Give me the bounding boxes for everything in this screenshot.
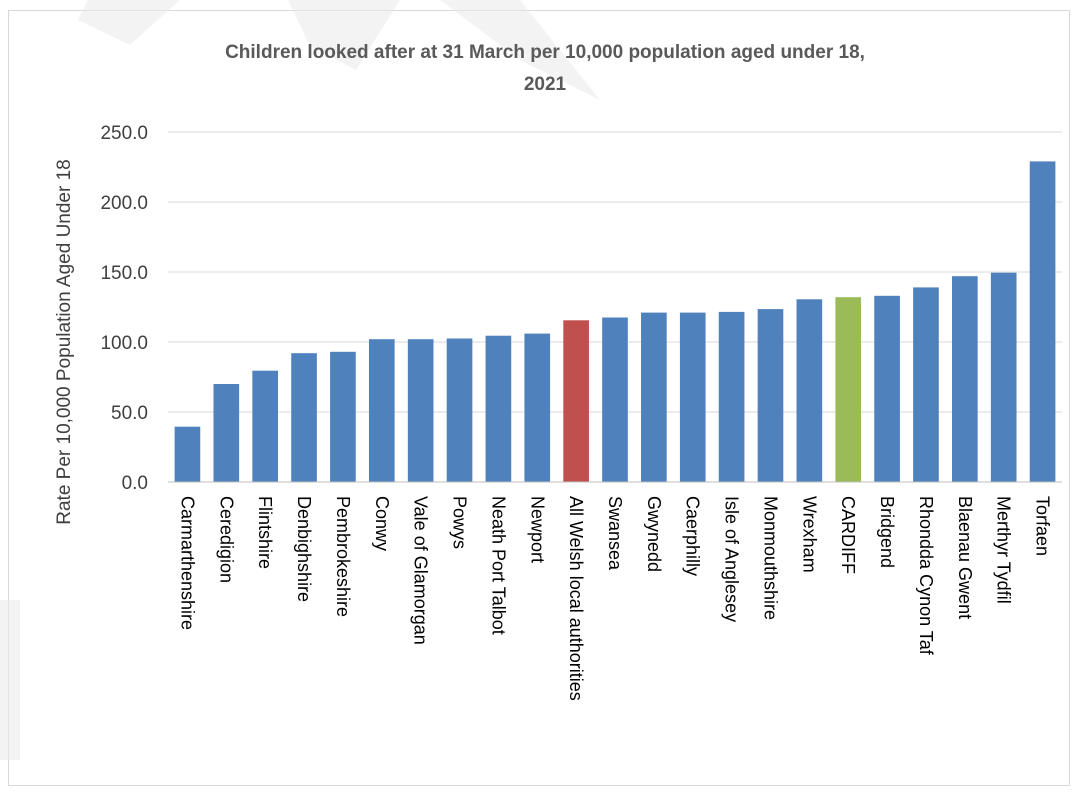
bar-bridgend (874, 295, 900, 482)
x-tick-label: CARDIFF (838, 496, 858, 574)
x-tick-label: Neath Port Talbot (488, 496, 508, 635)
x-tick-label: Vale of Glamorgan (411, 496, 431, 645)
y-tick-label: 100.0 (100, 333, 148, 354)
x-tick-label: All Welsh local authorities (566, 496, 586, 701)
x-tick-label: Bridgend (877, 496, 897, 568)
bar-gwynedd (641, 312, 667, 482)
x-axis-ticks: Carmarthenshire Ceredigion Flintshire Denbi… (177, 496, 1052, 701)
x-tick-label: Pembrokeshire (333, 496, 353, 617)
bar-carmarthenshire (174, 426, 201, 482)
chart-title-line-1: Children looked after at 31 March per 10… (225, 42, 865, 63)
bar-denbighshire (291, 353, 317, 482)
x-tick-label: Gwynedd (644, 496, 664, 572)
bars (174, 161, 1056, 482)
bar-swansea (602, 317, 628, 482)
y-axis-label: Rate Per 10,000 Population Aged Under 18 (54, 159, 75, 525)
bar-cardiff (835, 297, 862, 482)
y-tick-label: 50.0 (111, 403, 148, 424)
bar-pembrokeshire (330, 351, 356, 482)
x-tick-label: Torfaen (1033, 496, 1053, 556)
bar-blaenau-gwent (951, 276, 978, 482)
chart-title-line-2: 2021 (524, 74, 567, 95)
y-tick-label: 0.0 (122, 473, 148, 494)
x-tick-label: Carmarthenshire (177, 496, 197, 630)
bar-rhondda-cynon-taf (913, 287, 939, 482)
x-tick-label: Flintshire (255, 496, 275, 569)
bar-torfaen (1029, 161, 1056, 482)
bar-all-welsh-local-authorities (563, 320, 589, 482)
bar-isle-of-anglesey (718, 311, 745, 482)
y-tick-label: 250.0 (100, 123, 148, 144)
y-axis-ticks: 0.0 50.0 100.0 150.0 200.0 250.0 (100, 123, 148, 494)
bar-merthyr-tydfil (990, 272, 1017, 482)
x-tick-label: Rhondda Cynon Taf (916, 496, 936, 656)
y-tick-label: 200.0 (100, 193, 148, 214)
bar-caerphilly (679, 312, 706, 482)
chart-title: Children looked after at 31 March per 10… (225, 42, 865, 95)
bar-vale-of-glamorgan (407, 339, 434, 482)
y-tick-label: 150.0 (100, 263, 148, 284)
x-tick-label: Ceredigion (216, 496, 236, 583)
x-tick-label: Monmouthshire (760, 496, 780, 620)
bar-conwy (368, 339, 395, 482)
bar-neath-port-talbot (485, 335, 512, 482)
watermark (0, 0, 600, 760)
x-tick-label: Caerphilly (683, 496, 703, 576)
x-tick-label: Denbighshire (294, 496, 314, 602)
x-tick-label: Blaenau Gwent (955, 496, 975, 619)
x-tick-label: Swansea (605, 496, 625, 571)
x-tick-label: Isle of Anglesey (722, 496, 742, 622)
x-tick-label: Conwy (372, 496, 392, 551)
bar-wrexham (796, 299, 823, 482)
bar-newport (524, 333, 551, 482)
x-tick-label: Newport (527, 496, 547, 563)
bar-ceredigion (213, 384, 240, 482)
bar-flintshire (252, 370, 279, 482)
x-tick-label: Wrexham (799, 496, 819, 573)
x-tick-label: Powys (450, 496, 470, 549)
bar-powys (446, 338, 473, 482)
x-tick-label: Merthyr Tydfil (994, 496, 1014, 604)
bar-monmouthshire (757, 309, 784, 482)
